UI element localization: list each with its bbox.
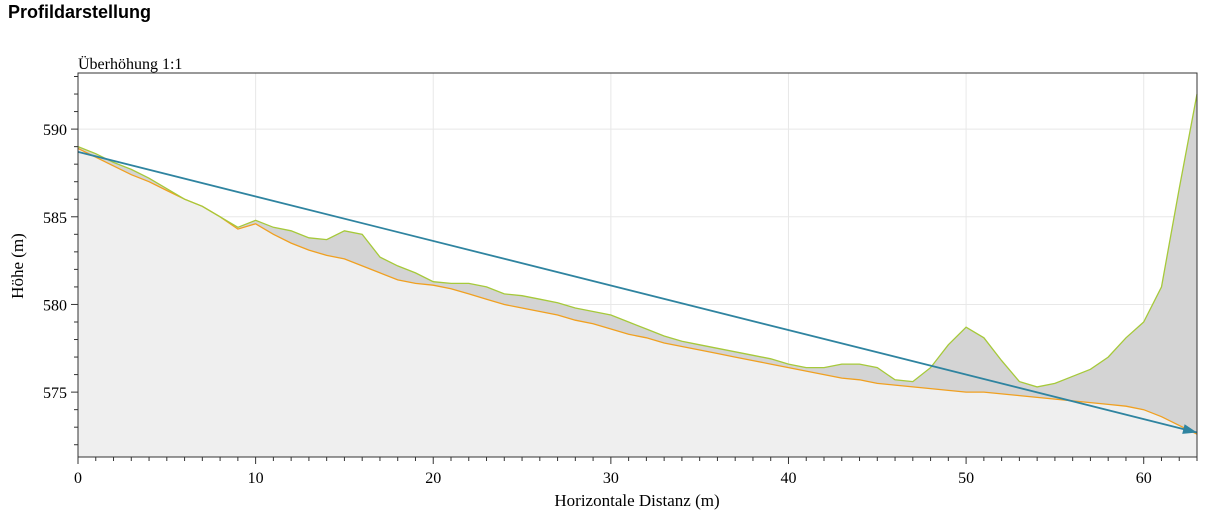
x-tick-label: 0 [74, 470, 82, 487]
x-tick-label: 20 [425, 470, 441, 487]
x-tick-label: 30 [603, 470, 619, 487]
lower-area [78, 148, 1197, 457]
y-tick-label: 575 [43, 385, 67, 402]
chart-subtitle: Überhöhung 1:1 [78, 55, 182, 73]
y-tick-label: 590 [43, 122, 67, 139]
plot-frame [77, 72, 1198, 458]
y-tick-label: 580 [43, 297, 67, 314]
page-title: Profildarstellung [8, 2, 152, 22]
x-tick-label: 10 [248, 470, 264, 487]
trend-arrow-line [77, 151, 1198, 434]
y-axis-label: Höhe (m) [8, 233, 27, 299]
x-tick-label: 50 [958, 470, 974, 487]
lower-line [77, 147, 1198, 435]
x-tick-label: 40 [780, 470, 796, 487]
terrain-line [77, 93, 1198, 388]
y-tick-label: 585 [43, 210, 67, 227]
x-tick-label: 60 [1136, 470, 1152, 487]
trend-arrow-head [1182, 424, 1197, 434]
x-axis-label: Horizontale Distanz (m) [554, 491, 719, 510]
